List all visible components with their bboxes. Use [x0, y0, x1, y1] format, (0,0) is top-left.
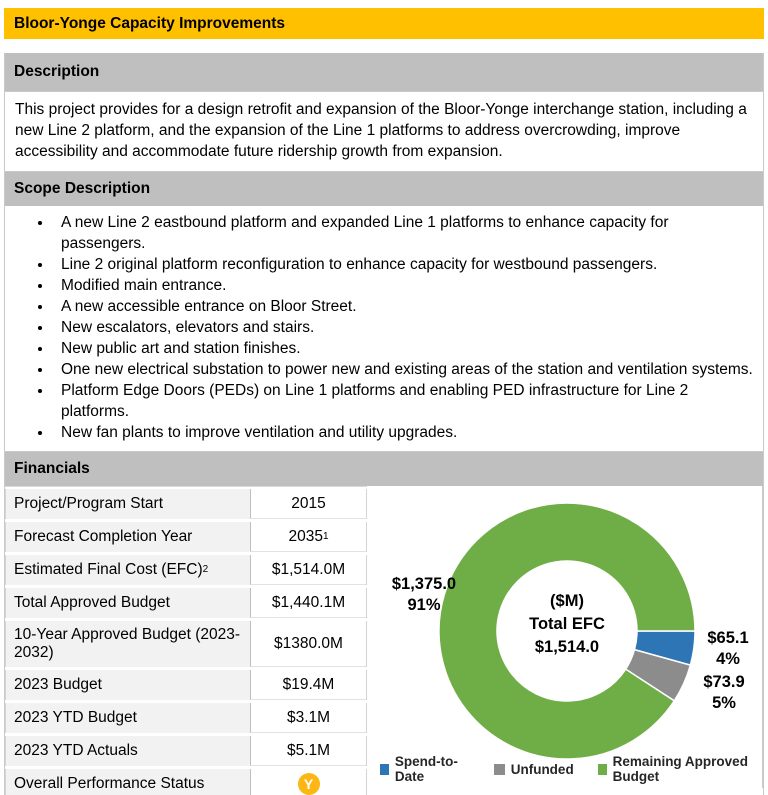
table-row: 2023 YTD Actuals $5.1M	[5, 736, 367, 766]
row-value: 2015	[291, 494, 326, 512]
list-item: Platform Edge Doors (PEDs) on Line 1 pla…	[53, 380, 753, 422]
table-row: 10-Year Approved Budget (2023-2032) $138…	[5, 621, 367, 667]
financials-table: Project/Program Start 2015 Forecast Comp…	[5, 486, 367, 795]
table-row: 2023 YTD Budget $3.1M	[5, 703, 367, 733]
center-label-line: ($M)	[550, 592, 584, 610]
page-title: Bloor-Yonge Capacity Improvements	[4, 8, 764, 39]
row-value: 2035	[288, 527, 323, 545]
legend-swatch-gray	[493, 763, 505, 775]
row-label: Project/Program Start	[14, 495, 164, 512]
row-label: Estimated Final Cost (EFC)	[14, 561, 203, 578]
list-item: New public art and station finishes.	[53, 338, 753, 359]
table-row: Total Approved Budget $1,440.1M	[5, 588, 367, 618]
center-label-line: $1,514.0	[534, 638, 600, 656]
description-text: This project provides for a design retro…	[5, 91, 763, 172]
donut-slice-2	[438, 502, 696, 760]
table-row: Estimated Final Cost (EFC) 2 $1,514.0M	[5, 555, 367, 585]
legend-item-remaining: Remaining Approved Budget	[597, 754, 764, 784]
list-item: A new Line 2 eastbound platform and expa…	[53, 212, 753, 254]
row-value: $1,440.1M	[271, 593, 346, 611]
list-item: New fan plants to improve ventilation an…	[53, 422, 753, 443]
legend-swatch-green	[597, 763, 607, 775]
row-label: Overall Performance Status	[14, 775, 205, 792]
row-label: 10-Year Approved Budget (2023-2032)	[14, 626, 241, 661]
list-item: Modified main entrance.	[53, 275, 753, 296]
row-label: Total Approved Budget	[14, 594, 170, 611]
row-label: 2023 YTD Budget	[14, 709, 137, 726]
row-value: $5.1M	[286, 741, 331, 759]
status-letter: Y	[303, 775, 314, 792]
chart-legend: Spend-to-Date Unfunded Remaining Approve…	[380, 754, 764, 784]
legend-label: Spend-to-Date	[394, 754, 458, 784]
legend-label: Remaining Approved Budget	[612, 754, 748, 784]
content-frame: Description This project provides for a …	[4, 53, 764, 795]
list-item: Line 2 original platform reconfiguration…	[53, 254, 753, 275]
section-header-financials: Financials	[5, 452, 763, 486]
slice-label-remaining: $1,375.0 91%	[391, 575, 457, 614]
section-header-scope: Scope Description	[5, 172, 763, 206]
status-badge: Y	[297, 772, 320, 795]
center-label-line: Total EFC	[529, 615, 605, 633]
scope-list-box: A new Line 2 eastbound platform and expa…	[5, 206, 763, 452]
table-row: 2023 Budget $19.4M	[5, 670, 367, 700]
description-heading: Description	[14, 63, 100, 80]
section-header-description: Description	[5, 53, 763, 91]
list-item: One new electrical substation to power n…	[53, 359, 753, 380]
legend-swatch-blue	[380, 763, 389, 775]
legend-item-spend: Spend-to-Date	[380, 754, 470, 784]
efc-donut-chart: ($M) Total EFC $1,514.0 $1,375.0 91% $65…	[376, 486, 763, 788]
financials-heading: Financials	[14, 460, 90, 477]
financials-section: Project/Program Start 2015 Forecast Comp…	[5, 486, 763, 795]
legend-label: Unfunded	[510, 761, 574, 777]
slice-label-unfunded: $73.9 5%	[703, 673, 745, 712]
scope-bullet-list: A new Line 2 eastbound platform and expa…	[15, 212, 753, 443]
row-value: $3.1M	[286, 708, 331, 726]
row-label: Forecast Completion Year	[14, 528, 193, 545]
slice-label-spend: $65.1 4%	[707, 629, 749, 668]
page-title-text: Bloor-Yonge Capacity Improvements	[14, 15, 286, 32]
row-label: 2023 Budget	[14, 676, 102, 693]
legend-item-unfunded: Unfunded	[493, 761, 574, 777]
table-row: Forecast Completion Year 2035 1	[5, 522, 367, 552]
row-value: $19.4M	[282, 675, 335, 693]
donut-chart-svg	[438, 502, 696, 760]
table-row: Project/Program Start 2015	[5, 489, 367, 519]
row-label: 2023 YTD Actuals	[14, 742, 138, 759]
table-row-status: Overall Performance Status Y	[5, 769, 367, 795]
scope-heading: Scope Description	[14, 180, 151, 197]
donut-center-label: ($M) Total EFC $1,514.0	[472, 590, 662, 659]
row-value: $1380.0M	[274, 634, 343, 652]
row-value: $1,514.0M	[271, 560, 346, 578]
list-item: New escalators, elevators and stairs.	[53, 317, 753, 338]
list-item: A new accessible entrance on Bloor Stree…	[53, 296, 753, 317]
